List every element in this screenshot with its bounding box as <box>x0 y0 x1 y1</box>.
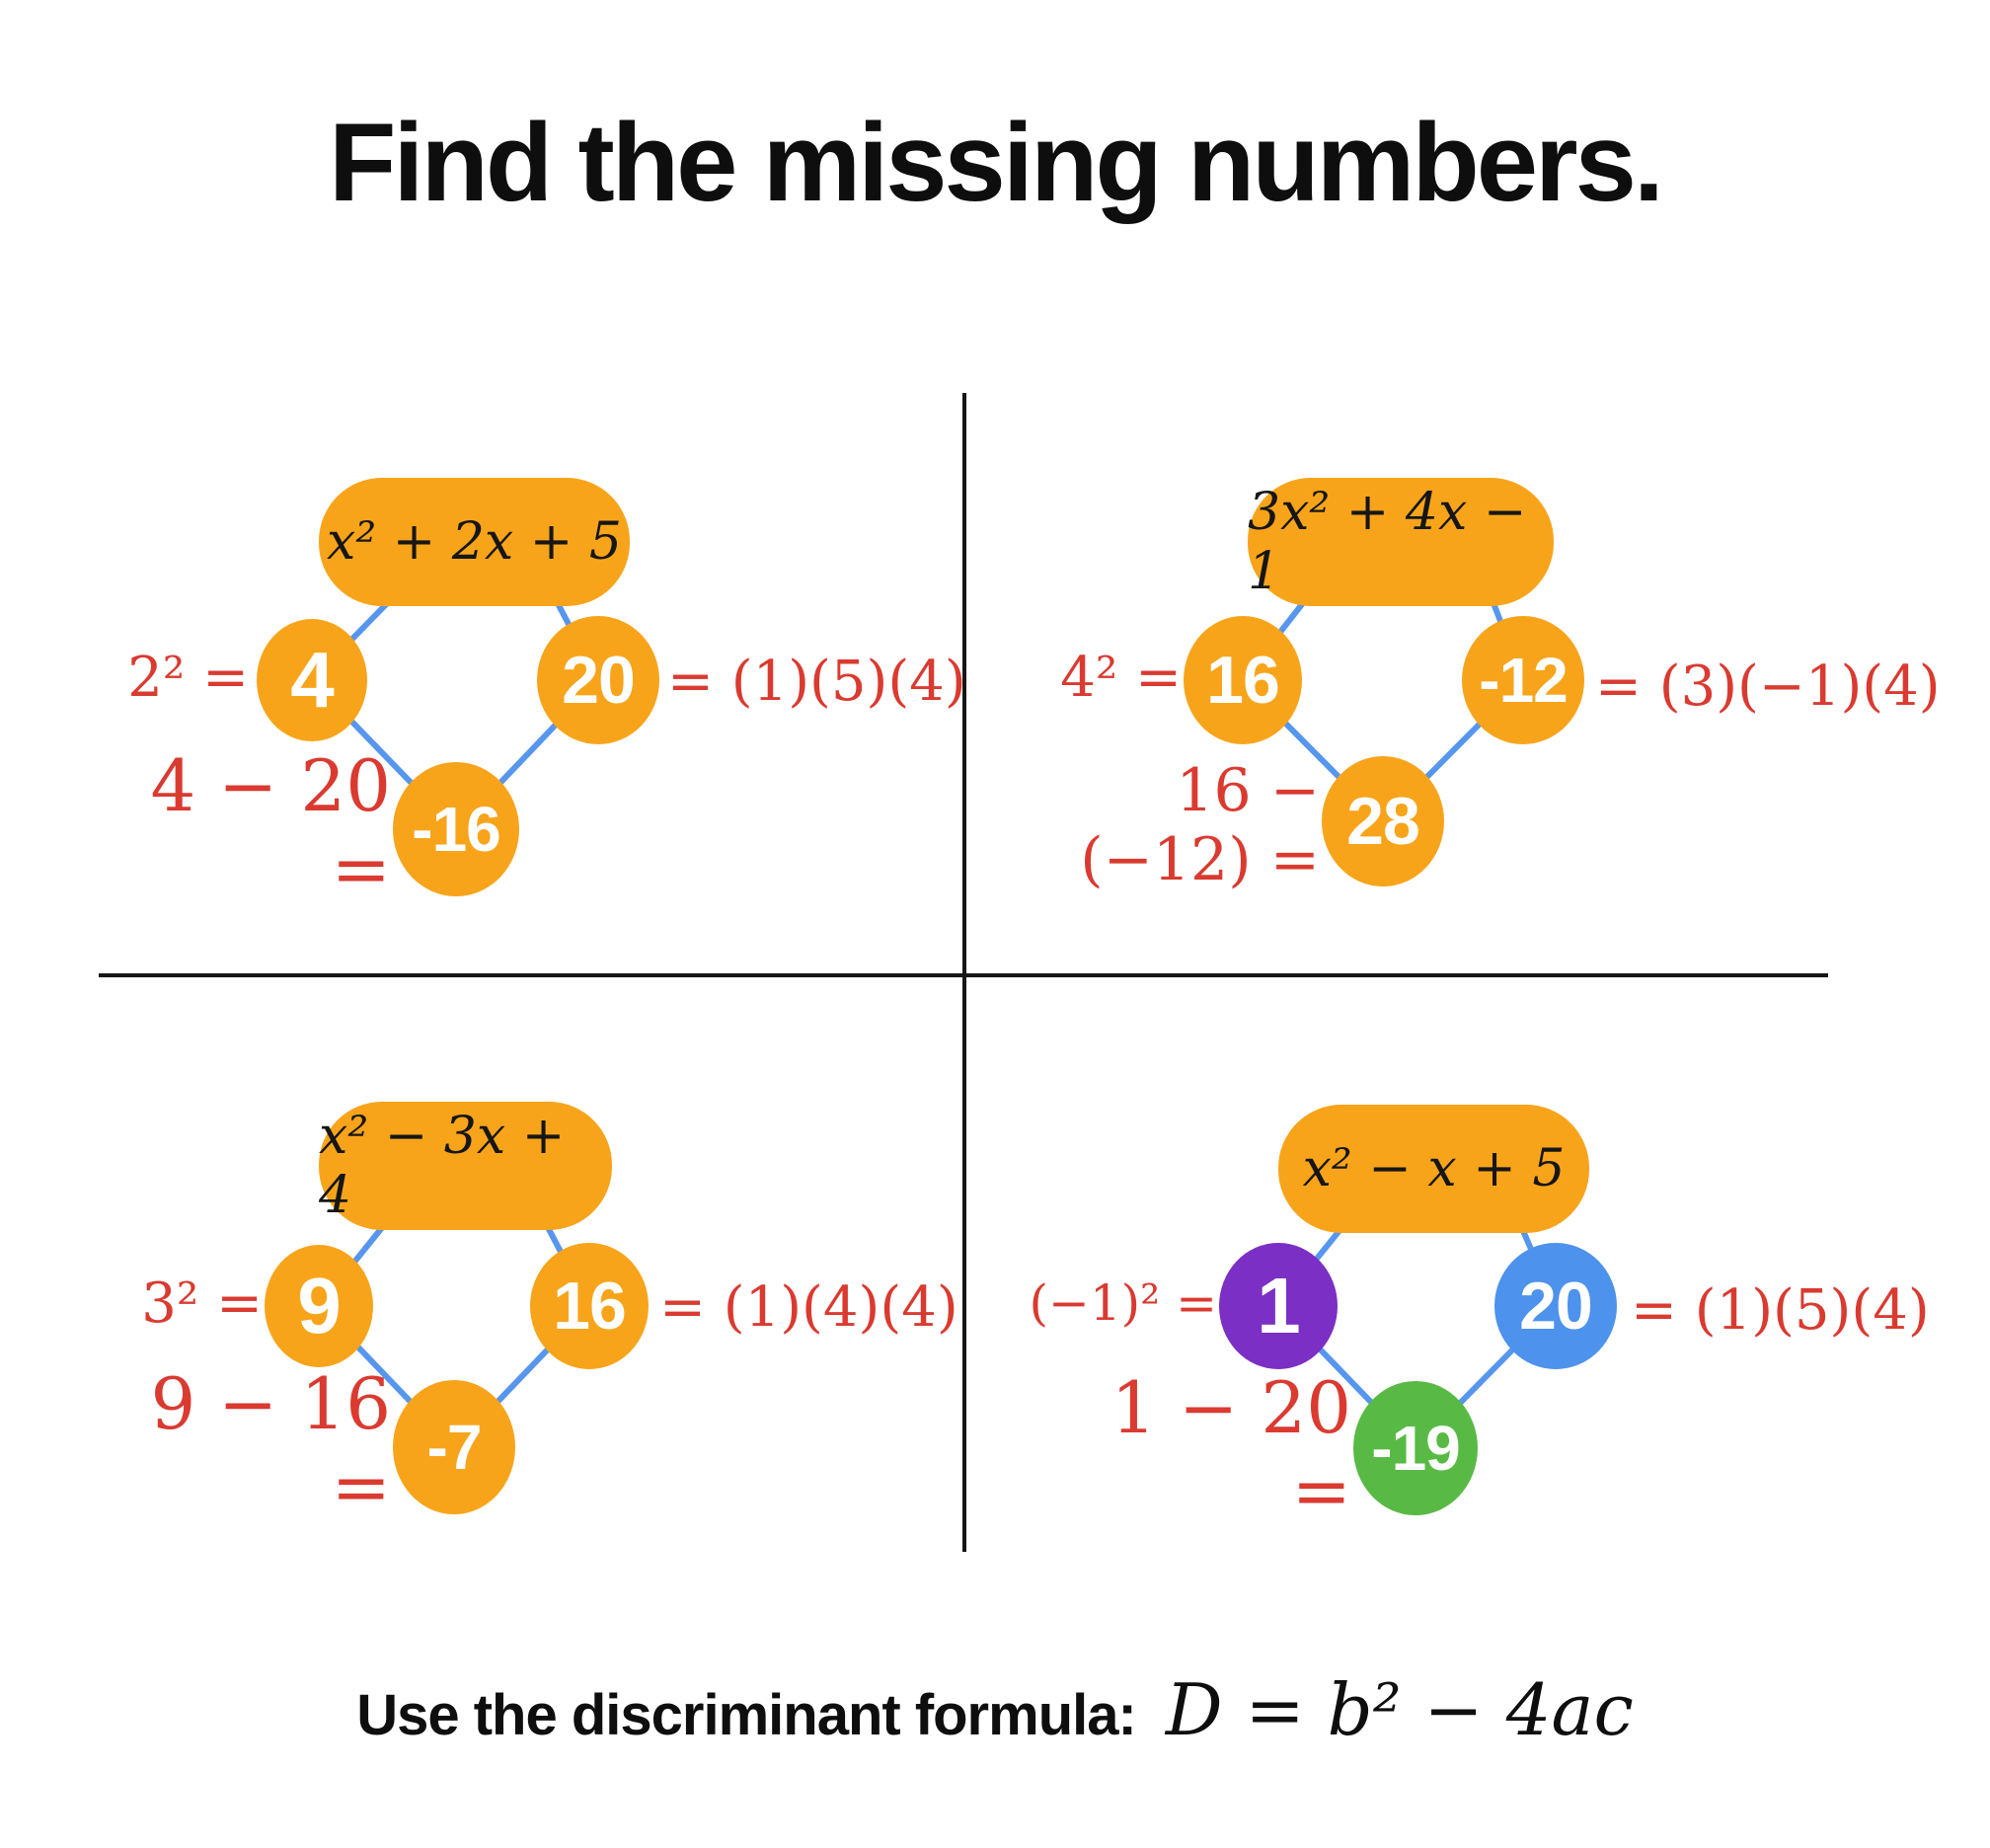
four-ac-node: 20 <box>1494 1243 1617 1369</box>
b-squared-node: 16 <box>1184 616 1302 744</box>
four-ac-node: 16 <box>530 1243 649 1369</box>
footer-instruction-label: Use the discriminant formula: <box>356 1683 1137 1747</box>
b-squared-label: 3² = <box>141 1270 263 1336</box>
b-squared-node: 1 <box>1219 1243 1338 1369</box>
discriminant-equation-label: 16 − (−12) = <box>1080 756 1320 894</box>
discriminant-equation-label: 4 − 20 = <box>150 744 391 910</box>
b-squared-label: 4² = <box>1060 645 1182 710</box>
discriminant-node: 28 <box>1322 756 1444 886</box>
discriminant-equation-label: 1 − 20 = <box>1110 1366 1351 1532</box>
b-squared-label: (−1)² = <box>1029 1274 1217 1332</box>
four-ac-factors-label: = (1)(5)(4) <box>1631 1277 1930 1343</box>
four-ac-factors-label: = (1)(5)(4) <box>667 649 966 714</box>
discriminant-formula: D = b² − 4ac <box>1165 1668 1634 1751</box>
b-squared-node: 9 <box>265 1245 373 1367</box>
b-squared-label: 2² = <box>127 645 249 710</box>
discriminant-node: -16 <box>393 762 519 896</box>
b-squared-node: 4 <box>257 619 367 741</box>
page-title: Find the missing numbers. <box>328 101 1664 224</box>
four-ac-node: 20 <box>537 616 659 744</box>
discriminant-node: -7 <box>393 1380 515 1514</box>
horizontal-divider <box>99 973 1828 977</box>
four-ac-factors-label: = (3)(−1)(4) <box>1595 654 1941 719</box>
discriminant-node: -19 <box>1353 1381 1478 1515</box>
discriminant-equation-label: 9 − 16 = <box>150 1362 391 1528</box>
expression-pill: x² − x + 5 <box>1278 1105 1589 1233</box>
footer-instruction: Use the discriminant formula: D = b² − 4… <box>0 1668 1990 1751</box>
expression-pill: 3x² + 4x − 1 <box>1248 478 1554 606</box>
vertical-divider <box>962 393 966 1552</box>
expression-pill: x² + 2x + 5 <box>319 478 630 606</box>
expression-pill: x² − 3x + 4 <box>319 1102 612 1230</box>
four-ac-node: -12 <box>1462 616 1584 744</box>
four-ac-factors-label: = (1)(4)(4) <box>659 1274 958 1340</box>
